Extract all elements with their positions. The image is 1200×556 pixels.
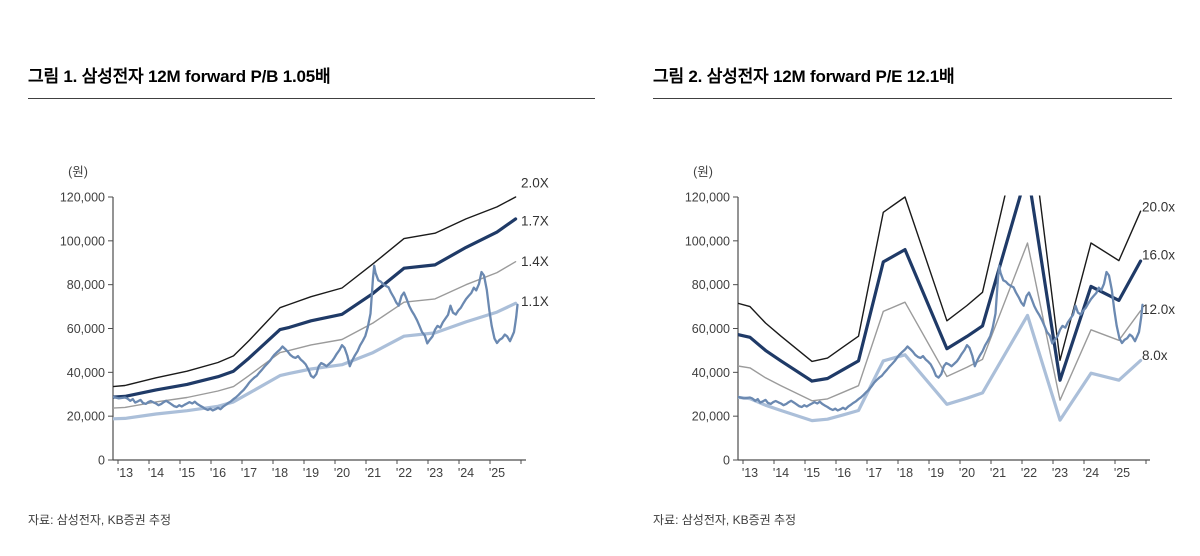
band-line-2.0X xyxy=(113,196,517,388)
y-axis-tick-label: 60,000 xyxy=(692,322,730,336)
band-label-20.0x: 20.0x xyxy=(1142,200,1175,215)
x-axis-tick-label: '15 xyxy=(804,466,820,480)
x-axis-tick-label: '22 xyxy=(1021,466,1037,480)
x-axis-tick-label: '19 xyxy=(928,466,944,480)
y-axis-tick-label: 80,000 xyxy=(67,278,105,292)
band-label-1.4X: 1.4X xyxy=(521,254,549,269)
plot-area xyxy=(113,196,519,421)
x-axis-tick-label: '24 xyxy=(458,466,474,480)
band-label-12.0x: 12.0x xyxy=(1142,302,1175,317)
x-axis-tick-label: '23 xyxy=(427,466,443,480)
band-line-8.0x xyxy=(738,313,1143,423)
y-axis-tick-label: 120,000 xyxy=(60,191,105,205)
figure-1-source: 자료: 삼성전자, KB증권 추정 xyxy=(28,513,172,527)
y-axis-tick-label: 40,000 xyxy=(692,366,730,380)
band-label-1.1X: 1.1X xyxy=(521,294,549,309)
x-axis-tick-label: '14 xyxy=(148,466,164,480)
band-line-16.0x xyxy=(738,195,1143,383)
band-label-16.0x: 16.0x xyxy=(1142,247,1175,262)
y-axis-unit-label: (원) xyxy=(693,165,713,179)
band-label-8.0x: 8.0x xyxy=(1142,348,1168,363)
y-axis-tick-label: 20,000 xyxy=(67,410,105,424)
x-axis-tick-label: '17 xyxy=(241,466,257,480)
y-axis-tick-label: 0 xyxy=(98,454,105,468)
y-axis-tick-label: 60,000 xyxy=(67,322,105,336)
x-axis-tick-label: '24 xyxy=(1083,466,1099,480)
x-axis-tick-label: '23 xyxy=(1052,466,1068,480)
chart-2: 0 20,000 40,000 60,000 80,000 100,000 120,000 '… xyxy=(685,165,1175,480)
x-axis-tick-label: '15 xyxy=(179,466,195,480)
x-axis-tick-label: '25 xyxy=(489,466,505,480)
x-axis-tick-label: '13 xyxy=(117,466,133,480)
band-line-1.7X xyxy=(113,217,518,399)
y-axis-tick-label: 120,000 xyxy=(685,191,730,205)
y-axis-tick-label: 20,000 xyxy=(692,410,730,424)
band-line-1.4X xyxy=(113,261,517,409)
x-axis-tick-label: '19 xyxy=(303,466,319,480)
band-label-1.7X: 1.7X xyxy=(521,213,549,228)
price-line xyxy=(738,264,1144,412)
x-axis-tick-label: '16 xyxy=(210,466,226,480)
x-axis-tick-label: '21 xyxy=(990,466,1006,480)
x-axis-tick-label: '20 xyxy=(334,466,350,480)
plot-area xyxy=(738,195,1144,423)
figure-2-title: 그림 2. 삼성전자 12M forward P/E 12.1배 xyxy=(653,62,1172,99)
x-axis-tick-label: '21 xyxy=(365,466,381,480)
y-axis-tick-label: 40,000 xyxy=(67,366,105,380)
x-axis-tick-label: '20 xyxy=(959,466,975,480)
y-axis-tick-label: 0 xyxy=(723,454,730,468)
x-axis-tick-label: '18 xyxy=(897,466,913,480)
figure-1-title: 그림 1. 삼성전자 12M forward P/B 1.05배 xyxy=(28,62,595,99)
y-axis-tick-label: 80,000 xyxy=(692,278,730,292)
y-axis-unit-label: (원) xyxy=(68,165,88,179)
x-axis-tick-label: '16 xyxy=(835,466,851,480)
x-axis-tick-label: '22 xyxy=(396,466,412,480)
chart-1: 0 20,000 40,000 60,000 80,000 100,000 120,000 '… xyxy=(60,165,549,480)
figure-2-source: 자료: 삼성전자, KB증권 추정 xyxy=(653,513,797,527)
x-axis-tick-label: '14 xyxy=(773,466,789,480)
x-axis-tick-label: '18 xyxy=(272,466,288,480)
band-line-20.0x xyxy=(738,195,1142,363)
price-line xyxy=(113,264,519,412)
y-axis-tick-label: 100,000 xyxy=(685,234,730,248)
x-axis-tick-label: '17 xyxy=(866,466,882,480)
x-axis-tick-label: '25 xyxy=(1114,466,1130,480)
x-axis-tick-label: '13 xyxy=(742,466,758,480)
band-label-2.0X: 2.0X xyxy=(521,176,549,191)
y-axis-tick-label: 100,000 xyxy=(60,234,105,248)
band-line-12.0x xyxy=(738,242,1142,402)
band-line-1.1X xyxy=(113,301,518,421)
